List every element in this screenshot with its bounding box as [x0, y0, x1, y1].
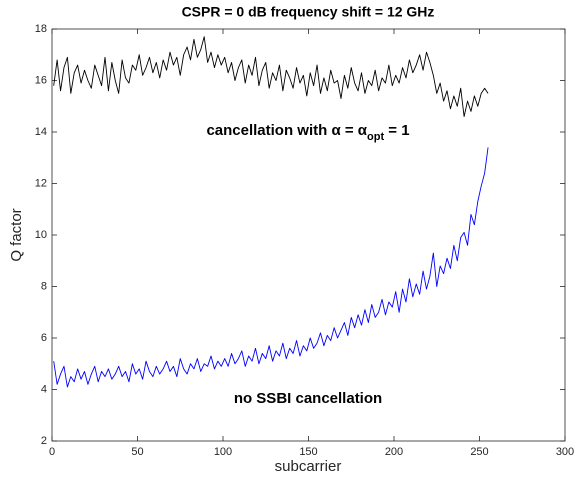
annotation-text: no SSBI cancellation: [234, 390, 382, 407]
x-tick-label: 100: [214, 446, 232, 458]
y-tick-label: 4: [41, 383, 47, 395]
y-axis-label: Q factor: [8, 208, 25, 261]
x-axis-label: subcarrier: [275, 458, 342, 475]
x-tick-label: 250: [470, 446, 488, 458]
series-line: [53, 147, 489, 388]
y-tick-label: 2: [41, 435, 47, 447]
y-tick-label: 10: [35, 229, 47, 241]
annotation: cancellation with α = αopt = 1: [206, 122, 409, 143]
y-tick-label: 6: [41, 332, 47, 344]
annotation-suffix: = 1: [384, 122, 409, 139]
x-tick-label: 0: [49, 446, 55, 458]
plot-area: [51, 28, 566, 442]
x-tick-label: 200: [385, 446, 403, 458]
annotation-subscript: opt: [367, 131, 384, 143]
annotation: no SSBI cancellation: [234, 390, 382, 407]
y-tick-label: 18: [35, 23, 47, 35]
y-tick-label: 12: [35, 177, 47, 189]
y-tick-label: 8: [41, 280, 47, 292]
x-tick-label: 300: [556, 446, 574, 458]
series-line: [53, 36, 489, 117]
chart-title: CSPR = 0 dB frequency shift = 12 GHz: [182, 4, 435, 20]
x-tick-label: 150: [299, 446, 317, 458]
annotation-text: cancellation with α = α: [206, 122, 367, 139]
y-tick-label: 14: [35, 126, 47, 138]
x-tick-label: 50: [131, 446, 143, 458]
y-tick-label: 16: [35, 74, 47, 86]
